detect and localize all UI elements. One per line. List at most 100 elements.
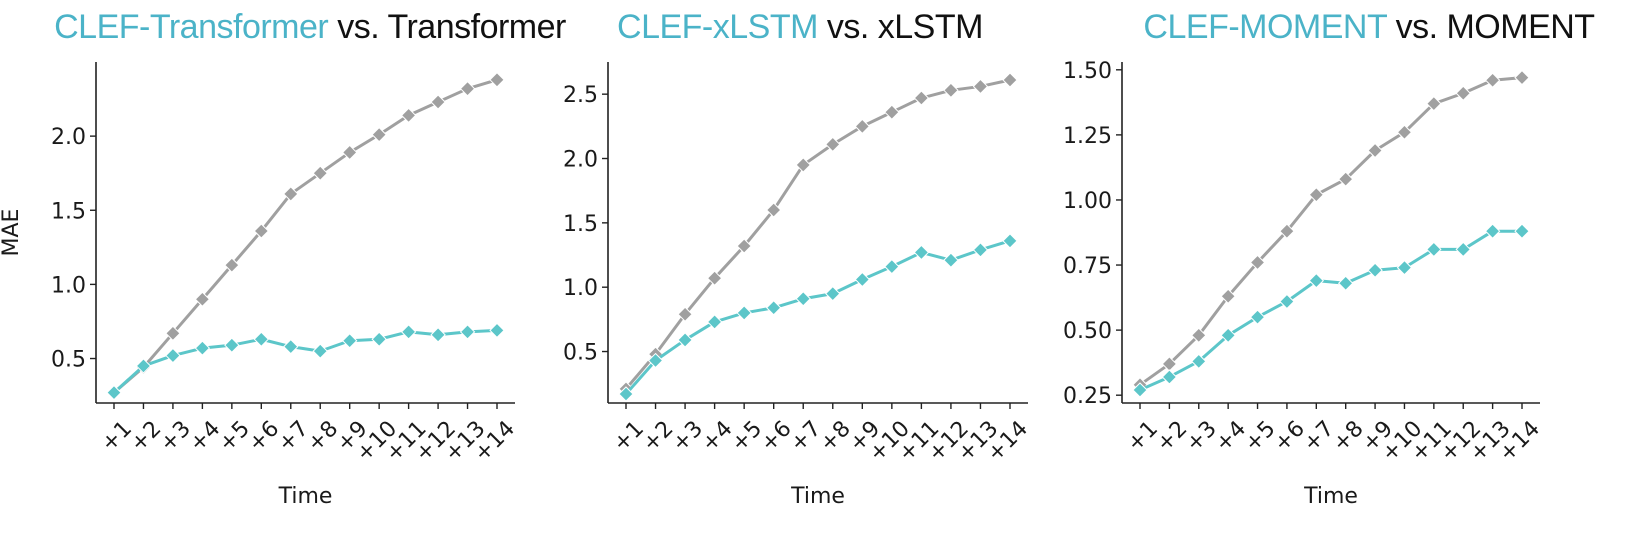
- x-axis-label: Time: [790, 484, 845, 509]
- data-point-marker: [1396, 124, 1413, 140]
- data-point-marker: [1337, 171, 1354, 187]
- data-point-marker: [706, 270, 723, 286]
- data-point-marker: [400, 107, 417, 124]
- chart-plot-transformer: 0.51.01.52.0+1+2+3+4+5+6+7+8+9+10+11+12+…: [0, 62, 520, 509]
- data-point-marker: [647, 352, 664, 369]
- data-point-marker: [1484, 72, 1501, 88]
- data-point-marker: [312, 165, 328, 181]
- chart-title-highlight: CLEF-xLSTM: [617, 8, 818, 46]
- data-point-marker: [943, 252, 959, 268]
- data-point-marker: [489, 322, 505, 339]
- y-tick-label: 1.0: [563, 276, 598, 301]
- data-point-marker: [706, 314, 723, 330]
- chart-title-rest: vs. MOMENT: [1386, 8, 1595, 46]
- data-point-marker: [341, 333, 358, 349]
- data-point-marker: [1396, 259, 1413, 276]
- y-tick-label: 1.00: [1063, 189, 1112, 214]
- y-tick-label: 1.50: [1063, 59, 1112, 84]
- x-axis-label: Time: [278, 484, 333, 509]
- data-point-marker: [1220, 327, 1236, 344]
- data-point-marker: [341, 144, 358, 161]
- y-tick-label: 0.5: [563, 341, 598, 366]
- data-point-marker: [1426, 95, 1442, 112]
- data-point-marker: [400, 324, 417, 340]
- x-axis-label: Time: [1303, 484, 1358, 509]
- y-axis-label: MAE: [0, 209, 24, 257]
- data-point-marker: [1161, 369, 1178, 385]
- data-point-marker: [1367, 262, 1383, 278]
- y-tick-label: 0.50: [1063, 319, 1112, 344]
- y-tick-label: 1.0: [51, 273, 86, 298]
- y-tick-label: 1.25: [1063, 124, 1112, 149]
- data-point-marker: [736, 305, 752, 321]
- chart-title-rest: vs. xLSTM: [817, 8, 984, 46]
- y-tick-label: 0.25: [1063, 384, 1112, 409]
- data-point-marker: [1002, 233, 1018, 249]
- y-tick-label: 1.5: [51, 199, 86, 224]
- series-line: [113, 78, 498, 394]
- data-point-marker: [1220, 288, 1236, 304]
- data-point-marker: [972, 242, 989, 258]
- data-point-marker: [194, 291, 211, 307]
- data-point-marker: [135, 358, 152, 374]
- data-point-marker: [795, 157, 811, 173]
- data-point-marker: [1455, 241, 1471, 258]
- data-point-marker: [677, 332, 693, 348]
- data-point-marker: [825, 285, 841, 302]
- data-point-marker: [884, 258, 900, 275]
- data-point-marker: [1514, 223, 1530, 239]
- data-point-marker: [1514, 69, 1530, 86]
- y-tick-label: 2.0: [51, 125, 86, 150]
- data-point-marker: [1484, 223, 1501, 239]
- chart-panel-moment: CLEF-MOMENT vs. MOMENT 0.25 0.50 0.75 1.00 1…: [1060, 0, 1643, 535]
- data-point-marker: [765, 202, 782, 218]
- data-point-marker: [371, 126, 387, 143]
- data-point-marker: [283, 338, 299, 355]
- data-point-marker: [1279, 223, 1295, 239]
- data-point-marker: [224, 337, 240, 353]
- data-point-marker: [913, 90, 930, 106]
- data-point-marker: [312, 343, 328, 359]
- y-tick-label: 2.0: [563, 148, 598, 173]
- data-point-marker: [489, 72, 505, 88]
- data-point-marker: [1191, 327, 1207, 344]
- chart-plot-moment: 0.250.500.751.001.251.50+1+2+3+4+5+6+7+8…: [1063, 59, 1545, 509]
- chart-title: CLEF-xLSTM vs. xLSTM: [590, 8, 1010, 47]
- chart-plot-xlstm: 0.51.01.52.02.5+1+2+3+4+5+6+7+8+9+10+11+…: [563, 62, 1033, 509]
- data-point-marker: [430, 94, 446, 110]
- data-point-marker: [283, 186, 299, 202]
- data-point-marker: [1455, 85, 1471, 101]
- y-tick-label: 0.5: [51, 348, 86, 373]
- data-point-marker: [825, 136, 841, 153]
- chart-title: CLEF-Transformer vs. Transformer: [40, 8, 580, 47]
- data-point-marker: [1249, 254, 1266, 271]
- data-point-marker: [371, 331, 387, 347]
- data-point-marker: [972, 78, 989, 95]
- chart-title-highlight: CLEF-MOMENT: [1143, 8, 1387, 46]
- data-point-marker: [765, 300, 782, 316]
- data-point-marker: [1132, 382, 1148, 398]
- data-point-marker: [1367, 142, 1383, 159]
- data-point-marker: [1337, 275, 1354, 291]
- data-point-marker: [224, 257, 240, 273]
- data-point-marker: [1308, 187, 1325, 203]
- chart-panel-transformer: CLEF-Transformer vs. Transformer 0.5 1.0 1…: [0, 0, 566, 535]
- data-point-marker: [1308, 272, 1325, 289]
- data-point-marker: [1249, 309, 1266, 325]
- data-point-marker: [253, 331, 270, 347]
- data-point-marker: [854, 271, 871, 288]
- y-tick-label: 0.75: [1063, 254, 1112, 279]
- data-point-marker: [459, 80, 476, 97]
- data-point-marker: [677, 306, 693, 322]
- data-point-marker: [943, 82, 959, 99]
- y-tick-label: 1.5: [563, 212, 598, 237]
- data-point-marker: [1426, 241, 1442, 258]
- data-point-marker: [1279, 293, 1295, 310]
- chart-title: CLEF-MOMENT vs. MOMENT: [1104, 8, 1634, 47]
- data-point-marker: [618, 386, 634, 402]
- data-point-marker: [913, 244, 930, 261]
- data-point-marker: [1002, 72, 1018, 88]
- data-point-marker: [165, 325, 181, 342]
- data-point-marker: [884, 104, 900, 120]
- data-point-marker: [165, 347, 181, 364]
